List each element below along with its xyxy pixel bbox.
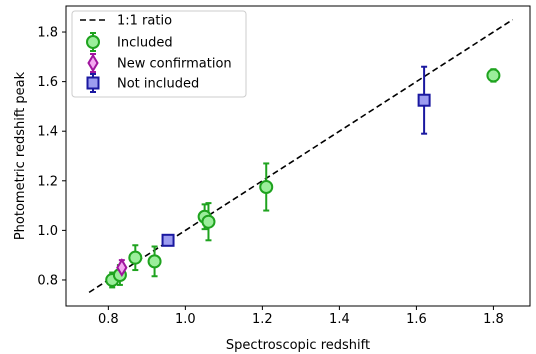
one-to-one-line	[88, 18, 514, 294]
x-tick-label: 0.8	[98, 312, 119, 327]
data-point	[128, 250, 143, 265]
data-point	[259, 179, 274, 194]
legend-label: Not included	[117, 77, 199, 92]
data-point	[486, 68, 501, 83]
x-tick-label: 1.6	[406, 312, 427, 327]
legend-marker-swatch	[86, 35, 100, 49]
y-axis: 0.8 1.0 1.2 1.4 1.6 1.8	[37, 26, 66, 288]
x-axis: 0.8 1.0 1.2 1.4 1.6 1.8	[98, 306, 504, 327]
x-tick-label: 1.4	[329, 312, 350, 327]
data-point	[161, 233, 175, 247]
legend-marker-swatch	[87, 53, 99, 73]
x-tick-label: 1.2	[252, 312, 273, 327]
x-axis-label: Spectroscopic redshift	[226, 338, 370, 353]
y-tick-label: 1.0	[37, 224, 58, 239]
x-tick-label: 1.8	[483, 312, 504, 327]
y-axis-label: Photometric redshift peak	[13, 71, 28, 240]
y-tick-label: 1.8	[37, 26, 58, 41]
y-tick-label: 0.8	[37, 273, 58, 288]
legend-label: Included	[117, 36, 173, 51]
data-point	[417, 93, 431, 107]
y-tick-label: 1.2	[37, 174, 58, 189]
data-point	[116, 258, 128, 278]
y-tick-label: 1.6	[37, 75, 58, 90]
y-tick-label: 1.4	[37, 125, 58, 140]
data-point	[201, 214, 216, 229]
plot-layer	[88, 18, 514, 294]
legend-marker-swatch	[86, 76, 100, 90]
data-point	[147, 254, 162, 269]
legend-label: New confirmation	[117, 57, 232, 72]
plot-frame	[65, 5, 531, 307]
legend: 1:1 ratio Included New confirmation Not inc…	[71, 10, 247, 98]
legend-box	[71, 10, 247, 98]
x-tick-label: 1.0	[175, 312, 196, 327]
legend-label: 1:1 ratio	[117, 14, 172, 29]
